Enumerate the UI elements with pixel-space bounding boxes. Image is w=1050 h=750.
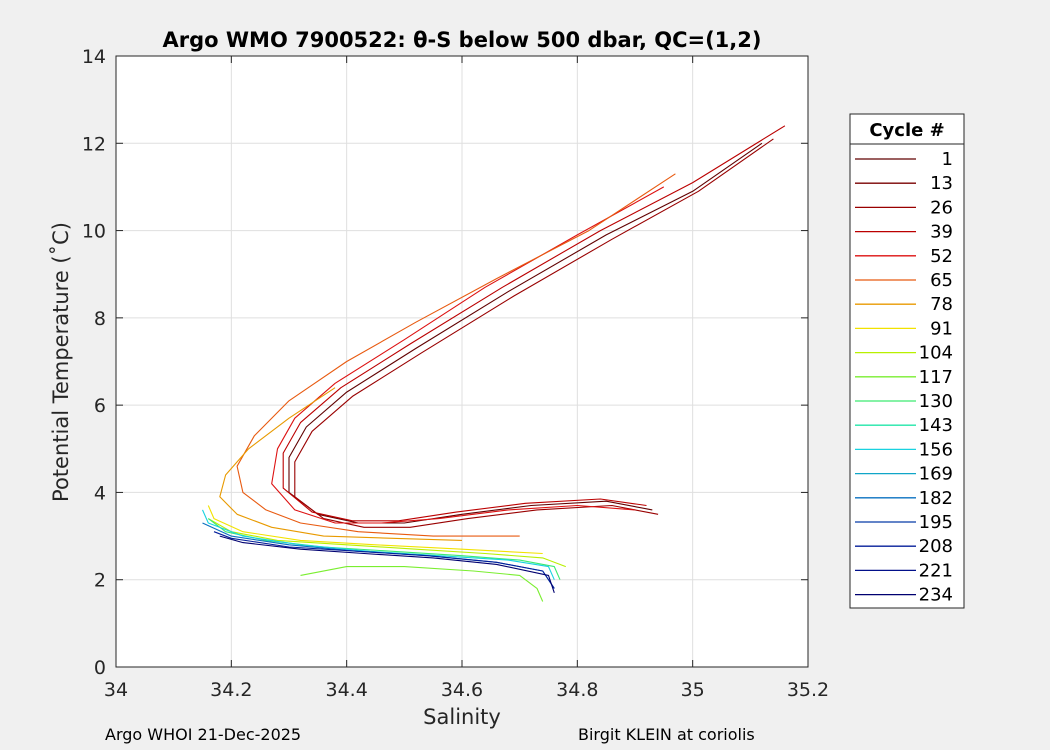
x-tick-label: 35.2 — [787, 679, 829, 701]
series-line — [300, 566, 544, 602]
y-tick-label: 6 — [94, 395, 106, 417]
x-tick-label: 34.2 — [210, 679, 252, 701]
series-line — [219, 535, 555, 593]
data-series-group — [201, 125, 786, 602]
legend-label: 104 — [919, 343, 953, 364]
y-tick-label: 8 — [94, 308, 106, 330]
series-line — [271, 186, 665, 524]
series-line — [236, 173, 676, 537]
y-tick-label: 10 — [82, 221, 106, 243]
y-axis-title: Potential Temperature (˚C) — [49, 222, 73, 502]
legend-label: 26 — [930, 197, 953, 218]
y-tick-label: 2 — [94, 570, 106, 592]
legend-label: 52 — [930, 246, 953, 267]
legend-label: 13 — [930, 173, 953, 194]
series-line — [288, 142, 763, 524]
x-tick-label: 34.6 — [441, 679, 483, 701]
legend-label: 39 — [930, 222, 953, 243]
legend-label: 208 — [919, 536, 953, 557]
x-tick-label: 34.8 — [556, 679, 598, 701]
legend-label: 91 — [930, 318, 953, 339]
series-line — [208, 518, 566, 568]
legend-label: 195 — [919, 512, 953, 533]
legend-label: 234 — [919, 585, 953, 606]
legend-label: 130 — [919, 391, 953, 412]
series-line — [294, 138, 774, 528]
legend-title: Cycle # — [869, 120, 944, 141]
axis-ticks: 34 34.2 34.4 34.6 34.8 35 35.2 0 2 4 6 8 10 12 14 — [82, 46, 829, 701]
y-tick-label: 4 — [94, 482, 106, 504]
x-tick-label: 34.4 — [326, 679, 368, 701]
legend-box — [849, 113, 965, 609]
footer-right: Birgit KLEIN at coriolis — [578, 725, 755, 744]
y-tick-label: 14 — [82, 46, 106, 68]
series-line — [201, 509, 555, 580]
x-axis-title: Salinity — [423, 705, 501, 729]
footer-left: Argo WHOI 21-Dec-2025 — [105, 725, 302, 744]
legend-items: 1 13 26 39 52 65 78 91 104 117 130 143 156 169 182 195 2… — [855, 149, 953, 606]
x-tick-label: 35 — [681, 679, 705, 701]
legend-label: 143 — [919, 415, 953, 436]
y-tick-label: 0 — [94, 657, 106, 679]
legend-label: 156 — [919, 439, 953, 460]
legend-label: 169 — [919, 464, 953, 485]
x-tick-label: 34 — [104, 679, 128, 701]
series-line — [219, 387, 463, 541]
series-line — [213, 531, 555, 589]
chart-title: Argo WMO 7900522: θ-S below 500 dbar, QC… — [163, 28, 762, 52]
series-line — [207, 505, 543, 555]
legend: Cycle # 1 13 26 39 52 65 78 91 104 117 130 143 156 16… — [849, 113, 965, 609]
series-line — [282, 125, 786, 522]
y-tick-label: 12 — [82, 133, 106, 155]
legend-label: 221 — [919, 560, 953, 581]
legend-label: 117 — [919, 367, 953, 388]
legend-label: 1 — [942, 149, 953, 170]
legend-label: 182 — [919, 488, 953, 509]
legend-label: 78 — [930, 294, 953, 315]
legend-label: 65 — [930, 270, 953, 291]
